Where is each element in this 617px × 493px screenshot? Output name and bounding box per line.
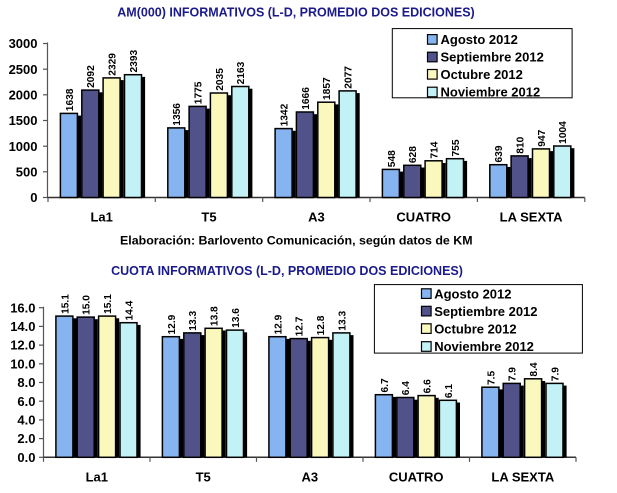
svg-text:4.0: 4.0 xyxy=(17,413,35,428)
svg-text:1638: 1638 xyxy=(65,88,76,111)
svg-text:2500: 2500 xyxy=(9,62,38,77)
svg-text:3000: 3000 xyxy=(9,36,38,51)
svg-text:LA SEXTA: LA SEXTA xyxy=(500,210,563,225)
svg-text:12.9: 12.9 xyxy=(167,314,178,334)
svg-text:Septiembre 2012: Septiembre 2012 xyxy=(434,304,537,319)
svg-text:0.0: 0.0 xyxy=(17,450,35,465)
svg-text:810: 810 xyxy=(516,136,527,153)
svg-text:13.3: 13.3 xyxy=(188,311,199,331)
svg-text:12.8: 12.8 xyxy=(316,315,327,335)
svg-text:8.0: 8.0 xyxy=(17,375,35,390)
svg-text:CUATRO: CUATRO xyxy=(396,210,451,225)
svg-text:1000: 1000 xyxy=(9,139,38,154)
svg-text:16.0: 16.0 xyxy=(10,300,35,315)
svg-text:Agosto 2012: Agosto 2012 xyxy=(434,286,511,301)
svg-text:8.4: 8.4 xyxy=(529,362,540,376)
svg-text:La1: La1 xyxy=(90,210,112,225)
svg-text:Octubre 2012: Octubre 2012 xyxy=(441,67,523,82)
svg-text:Septiembre 2012: Septiembre 2012 xyxy=(441,50,544,65)
svg-text:6.7: 6.7 xyxy=(380,378,391,392)
svg-text:755: 755 xyxy=(451,139,462,156)
svg-text:1775: 1775 xyxy=(194,81,205,104)
svg-text:La1: La1 xyxy=(86,470,108,485)
svg-text:639: 639 xyxy=(494,145,505,162)
svg-text:Noviembre 2012: Noviembre 2012 xyxy=(441,85,541,100)
svg-text:1666: 1666 xyxy=(301,87,312,110)
svg-text:12.0: 12.0 xyxy=(10,338,35,353)
svg-text:A3: A3 xyxy=(301,470,318,485)
svg-text:1004: 1004 xyxy=(558,121,569,144)
svg-text:2329: 2329 xyxy=(108,53,119,76)
svg-text:14.0: 14.0 xyxy=(10,319,35,334)
svg-text:14.4: 14.4 xyxy=(124,300,135,320)
svg-text:13.6: 13.6 xyxy=(231,308,242,328)
svg-text:6.0: 6.0 xyxy=(17,394,35,409)
svg-text:CUATRO: CUATRO xyxy=(389,470,444,485)
svg-text:15.0: 15.0 xyxy=(82,295,93,315)
svg-text:1857: 1857 xyxy=(322,77,333,100)
svg-text:Octubre 2012: Octubre 2012 xyxy=(434,321,516,336)
svg-text:2035: 2035 xyxy=(215,68,226,91)
svg-text:548: 548 xyxy=(387,150,398,167)
svg-text:7.5: 7.5 xyxy=(486,371,497,385)
svg-text:15.1: 15.1 xyxy=(103,294,114,314)
svg-text:A3: A3 xyxy=(308,210,325,225)
svg-text:1342: 1342 xyxy=(280,103,291,126)
svg-text:2163: 2163 xyxy=(236,61,247,84)
svg-text:2.0: 2.0 xyxy=(17,431,35,446)
svg-text:1356: 1356 xyxy=(172,103,183,126)
svg-text:12.7: 12.7 xyxy=(295,316,306,336)
svg-text:AM(000) INFORMATIVOS (L-D, PRO: AM(000) INFORMATIVOS (L-D, PROMEDIO DOS … xyxy=(117,5,474,19)
svg-text:2393: 2393 xyxy=(129,50,140,73)
svg-text:2000: 2000 xyxy=(9,87,38,102)
svg-text:T5: T5 xyxy=(201,210,216,225)
svg-text:6.4: 6.4 xyxy=(401,381,412,395)
svg-text:2077: 2077 xyxy=(344,66,355,89)
svg-text:LA SEXTA: LA SEXTA xyxy=(491,470,554,485)
svg-text:628: 628 xyxy=(408,146,419,163)
svg-text:1500: 1500 xyxy=(9,113,38,128)
svg-text:6.6: 6.6 xyxy=(423,379,434,393)
svg-text:13.8: 13.8 xyxy=(210,306,221,326)
svg-text:6.1: 6.1 xyxy=(444,384,455,398)
svg-text:500: 500 xyxy=(16,164,38,179)
svg-text:Elaboración: Barlovento Comuni: Elaboración: Barlovento Comunicación, se… xyxy=(120,233,473,247)
svg-text:7.9: 7.9 xyxy=(508,367,519,381)
svg-text:2092: 2092 xyxy=(86,65,97,88)
svg-text:0: 0 xyxy=(30,190,37,205)
svg-text:10.0: 10.0 xyxy=(10,356,35,371)
svg-text:Agosto 2012: Agosto 2012 xyxy=(441,32,518,47)
svg-text:12.9: 12.9 xyxy=(273,314,284,334)
svg-text:T5: T5 xyxy=(196,470,211,485)
svg-text:CUOTA INFORMATIVOS (L-D, PROME: CUOTA INFORMATIVOS (L-D, PROMEDIO DOS ED… xyxy=(111,264,463,278)
svg-text:13.3: 13.3 xyxy=(337,311,348,331)
svg-text:947: 947 xyxy=(537,129,548,146)
svg-text:Noviembre 2012: Noviembre 2012 xyxy=(434,339,534,354)
svg-text:15.1: 15.1 xyxy=(60,294,71,314)
svg-text:714: 714 xyxy=(430,141,441,158)
svg-text:7.9: 7.9 xyxy=(550,367,561,381)
